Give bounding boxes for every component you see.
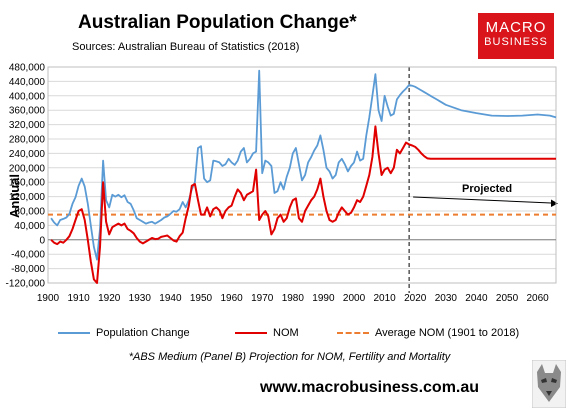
y-axis-label: Annual: [7, 174, 22, 218]
projected-arrow-line: [413, 196, 552, 204]
x-tick-label: 1910: [67, 293, 90, 304]
x-tick-label: 1990: [312, 293, 335, 304]
x-tick-label: 1930: [129, 293, 152, 304]
y-tick-label: 120,000: [9, 192, 46, 203]
series-line-population-change: [50, 69, 557, 261]
legend-label-population-change: Population Change: [96, 327, 190, 339]
population-chart: -120,000 -80,000 -40,000 0 40,000 80,000 120,0…: [6, 63, 558, 305]
y-tick-label: -40,000: [11, 250, 45, 261]
x-tick-label: 1970: [251, 293, 274, 304]
y-tick-label: -120,000: [6, 279, 46, 290]
x-tick-label: 2020: [404, 293, 427, 304]
gridlines: [48, 66, 556, 284]
projected-arrow-head: [551, 199, 558, 207]
y-tick-label: 320,000: [9, 120, 46, 131]
legend-item-average-nom: Average NOM (1901 to 2018): [337, 327, 519, 339]
y-tick-label: 0: [39, 235, 45, 246]
y-tick-label: -80,000: [11, 264, 45, 275]
wolf-logo-icon: [532, 360, 566, 408]
website-url[interactable]: www.macrobusiness.com.au: [260, 379, 480, 396]
y-tick-label: 200,000: [9, 163, 46, 174]
x-tick-label: 2030: [435, 293, 458, 304]
x-tick-label: 1950: [190, 293, 213, 304]
x-tick-label: 1960: [220, 293, 243, 304]
y-tick-label: 480,000: [9, 63, 46, 74]
y-tick-label: 160,000: [9, 178, 46, 189]
y-tick-label: 40,000: [14, 221, 45, 232]
legend-item-population-change: Population Change: [58, 327, 190, 339]
axes: [47, 66, 557, 284]
projection-marker: [408, 67, 558, 293]
plot-border: [47, 66, 557, 284]
x-tick-label: 2010: [374, 293, 397, 304]
x-tick-label: 2060: [527, 293, 550, 304]
chart-legend: Population Change NOM Average NOM (1901 …: [0, 327, 579, 341]
x-tick-label: 1920: [98, 293, 121, 304]
x-tick-label: 2050: [496, 293, 519, 304]
logo-line-2: BUSINESS: [484, 36, 548, 48]
x-tick-label: 1900: [37, 293, 60, 304]
y-tick-label: 440,000: [9, 77, 46, 88]
x-tick-label: 1980: [282, 293, 305, 304]
macrobusiness-logo: MACRO BUSINESS: [478, 13, 554, 59]
y-tick-label: 400,000: [9, 91, 46, 102]
x-tick-label: 1940: [159, 293, 182, 304]
series-lines: [48, 69, 557, 284]
y-tick-label: 280,000: [9, 135, 46, 146]
legend-label-average-nom: Average NOM (1901 to 2018): [375, 327, 520, 339]
series-line-nom: [50, 125, 556, 284]
x-tick-label: 2000: [343, 293, 366, 304]
legend-swatch-nom: [235, 332, 267, 335]
projected-annotation: Projected: [462, 183, 512, 195]
chart-title: Australian Population Change*: [78, 12, 357, 33]
legend-swatch-population-change: [58, 332, 90, 335]
logo-line-1: MACRO: [485, 19, 547, 36]
tick-labels: -120,000 -80,000 -40,000 0 40,000 80,000 120,0…: [6, 63, 550, 305]
footnote: *ABS Medium (Panel B) Projection for NOM…: [128, 351, 451, 363]
chart-sources: Sources: Australian Bureau of Statistics…: [72, 41, 300, 53]
legend-swatch-average-nom: [337, 332, 369, 335]
x-tick-label: 2040: [465, 293, 488, 304]
y-tick-label: 80,000: [14, 207, 45, 218]
legend-label-nom: NOM: [273, 327, 299, 339]
y-tick-label: 240,000: [9, 149, 46, 160]
legend-item-nom: NOM: [235, 327, 299, 339]
y-tick-label: 360,000: [9, 106, 46, 117]
